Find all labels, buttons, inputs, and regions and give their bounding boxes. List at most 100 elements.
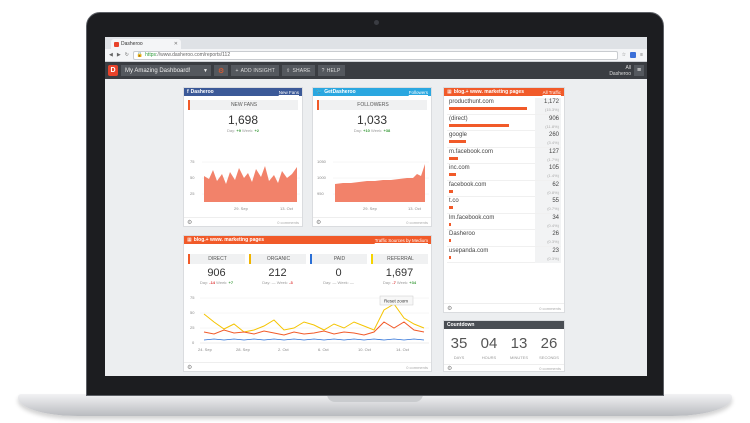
account-line2: Dasheroo: [609, 70, 631, 77]
gear-icon[interactable]: ⚙: [316, 219, 322, 226]
comments-link[interactable]: 0 comments: [406, 219, 428, 225]
referral-source: m.facebook.com: [449, 148, 494, 155]
extension-icon[interactable]: [630, 52, 637, 58]
app-toolbar: D My Amazing Dashboard! ▼ ⚙ + ADD INSIGHT…: [105, 62, 647, 79]
referral-source: facebook.com: [449, 181, 487, 188]
panel-header: ▦ blog.+ www. marketing pages All Traffi…: [444, 88, 564, 96]
browser-tab[interactable]: Dasheroo ✕: [111, 39, 181, 49]
add-insight-button[interactable]: + ADD INSIGHT: [231, 65, 280, 76]
panel-title: GetDasheroo: [324, 89, 356, 95]
tile-delta: Day: -14 Week: +7: [199, 280, 234, 285]
laptop-notch: [327, 394, 423, 402]
metric-label: NEW FANS: [188, 100, 298, 110]
help-button[interactable]: ? HELP: [317, 65, 345, 76]
gear-icon[interactable]: ⚙: [447, 365, 453, 372]
referral-row[interactable]: lm.facebook.com 34 (0.4%): [447, 213, 561, 230]
url-field[interactable]: 🔒 https ://www.dasheroo.com/reports/112: [132, 50, 618, 60]
comments-link[interactable]: 0 comments: [539, 305, 561, 311]
referral-row[interactable]: t.co 55 (0.7%): [447, 197, 561, 214]
referral-row[interactable]: inc.com 105 (1.4%): [447, 164, 561, 181]
countdown-value: 13: [510, 335, 528, 352]
referral-percent: (0.4%): [547, 222, 559, 228]
referral-row[interactable]: m.facebook.com 127 (1.7%): [447, 147, 561, 164]
panel-link[interactable]: Followers: [408, 89, 428, 95]
comments-link[interactable]: 0 comments: [277, 219, 299, 225]
star-icon[interactable]: ☆: [621, 52, 627, 58]
dasheroo-logo[interactable]: D: [108, 65, 118, 76]
referral-row[interactable]: (direct) 906 (11.8%): [447, 114, 561, 131]
chevron-down-icon: ▼: [203, 67, 208, 74]
panel-link[interactable]: New Fans: [278, 89, 299, 95]
hamburger-menu-icon[interactable]: ≡: [634, 65, 644, 76]
tile-delta: Day: -7 Week: +34: [382, 280, 417, 285]
reload-icon[interactable]: ↻: [124, 52, 129, 58]
fans-area-chart: 75 50 25 29. Sep 13. Oct: [190, 159, 300, 211]
url-path: ://www.dasheroo.com/reports/112: [156, 52, 231, 58]
panel-footer: ⚙ 0 comments: [313, 217, 431, 226]
browser-window: Dasheroo ✕ ◀ ▶ ↻ 🔒 https ://www.dasheroo…: [105, 37, 647, 376]
comments-link[interactable]: 0 comments: [406, 364, 428, 370]
forward-icon[interactable]: ▶: [116, 52, 121, 58]
referral-row[interactable]: Dasheroo 26 (0.3%): [447, 230, 561, 247]
referral-percent: (0.3%): [547, 255, 559, 261]
favicon-icon: [114, 41, 119, 47]
panel-link[interactable]: Traffic Sources by Medium: [374, 237, 428, 243]
x-tick: 6. Oct: [318, 347, 330, 352]
browser-menu-icon[interactable]: ≡: [640, 52, 643, 58]
day-delta: +9: [236, 128, 241, 133]
gear-icon[interactable]: ⚙: [187, 219, 193, 226]
referral-percent: (1.7%): [547, 156, 559, 162]
countdown-minutes: 13 MINUTES: [507, 335, 532, 360]
panel-title: blog.+ www. marketing pages: [193, 237, 264, 243]
y-tick: 25: [190, 325, 195, 330]
back-icon[interactable]: ◀: [109, 52, 113, 58]
referral-source: google: [449, 132, 468, 138]
referral-value: 260: [548, 132, 559, 138]
y-tick: 950: [317, 191, 324, 196]
share-button[interactable]: ⇪ SHARE: [282, 65, 315, 76]
dashboard-select[interactable]: My Amazing Dashboard! ▼: [121, 65, 211, 76]
referral-percent: (11.8%): [545, 123, 559, 129]
referral-source: (direct): [449, 115, 468, 122]
referral-row[interactable]: usepanda.com 23 (0.3%): [447, 246, 561, 263]
countdown-units: 35 DAYS 04 HOURS 13 MINUTES 26 SECONDS: [444, 335, 564, 360]
referral-bar: [449, 239, 451, 242]
panel-header: 🐦 GetDasheroo Followers: [313, 88, 431, 96]
facebook-fans-panel: f Dasheroo New Fans NEW FANS 1,698 Day: …: [183, 87, 303, 227]
browser-tabbar: Dasheroo ✕: [105, 37, 647, 49]
value-bg: [535, 213, 561, 230]
x-tick: 13. Oct: [408, 206, 422, 211]
referral-row[interactable]: producthunt.com 1,172 (15.3%): [447, 98, 561, 115]
gear-icon[interactable]: ⚙: [447, 305, 453, 312]
reset-zoom-button[interactable]: [379, 295, 414, 306]
referral-list: producthunt.com 1,172 (15.3%) (direct) 906 (1…: [444, 98, 564, 263]
y-tick: 1050: [317, 159, 327, 164]
analytics-icon: ▦: [187, 237, 192, 243]
series-direct: [203, 321, 425, 336]
referral-row[interactable]: facebook.com 62 (0.8%): [447, 180, 561, 197]
panel-header: ▦ blog.+ www. marketing pages Traffic So…: [184, 236, 431, 244]
camera: [374, 20, 379, 25]
referral-row[interactable]: google 260 (3.4%): [447, 131, 561, 148]
traffic-tile-direct: DIRECT 906 Day: -14 Week: +7: [188, 254, 245, 291]
panel-footer: ⚙ 0 comments: [184, 217, 302, 226]
referral-bar: [449, 173, 457, 176]
followers-area-chart: 1050 1000 950 29. Sep 13. Oct: [317, 159, 429, 211]
week-label: Week:: [242, 128, 254, 133]
referral-percent: (3.4%): [547, 140, 559, 145]
close-tab-icon[interactable]: ✕: [173, 41, 178, 47]
traffic-sources-panel: ▦ blog.+ www. marketing pages Traffic So…: [183, 235, 432, 372]
laptop-bezel: Dasheroo ✕ ◀ ▶ ↻ 🔒 https ://www.dasheroo…: [86, 12, 664, 396]
account-label[interactable]: All Dasheroo: [609, 65, 631, 77]
metric-delta: Day: +10 Week: +38: [313, 128, 431, 133]
week-delta: +38: [383, 128, 391, 133]
referral-value: 62: [552, 181, 559, 188]
panel-link[interactable]: All Traffic: [542, 89, 561, 95]
comments-link[interactable]: 0 comments: [539, 365, 561, 371]
traffic-tile-referral: REFERRAL 1,697 Day: -7 Week: +34: [371, 254, 428, 291]
x-tick: 28. Sep: [236, 347, 251, 352]
referrals-panel: ▦ blog.+ www. marketing pages All Traffi…: [443, 87, 565, 313]
day-label: Day:: [353, 128, 362, 133]
settings-button[interactable]: ⚙: [214, 65, 229, 76]
gear-icon[interactable]: ⚙: [187, 364, 193, 371]
